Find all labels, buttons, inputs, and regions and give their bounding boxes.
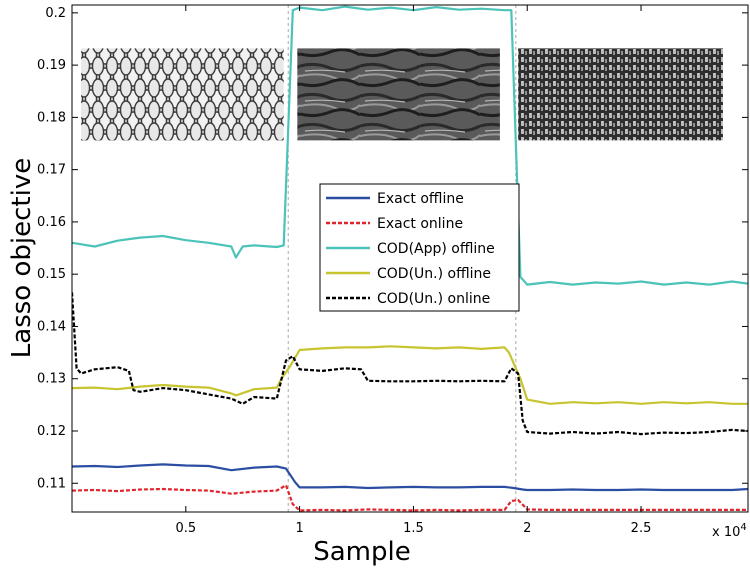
legend-label-2: Exact online <box>377 216 463 232</box>
x-tick-label-1: 0.5 <box>175 521 196 536</box>
legend: Exact offline Exact online COD(App) offlin… <box>319 183 520 312</box>
y-tick-label-4: 0.14 <box>37 319 66 334</box>
plot-frame <box>71 4 749 513</box>
series-line-4 <box>72 345 748 405</box>
y-tick-label-10: 0.2 <box>45 6 66 21</box>
y-tick-label-5: 0.15 <box>37 267 66 282</box>
y-tick-label-8: 0.18 <box>37 110 66 125</box>
legend-label-4: COD(Un.) offline <box>377 266 491 282</box>
series-line-2 <box>72 484 748 512</box>
texture-image-1 <box>81 48 284 141</box>
series-line-1 <box>72 463 748 492</box>
texture-image-2 <box>297 48 500 141</box>
y-tick-label-6: 0.16 <box>37 215 66 230</box>
y-tick-label-7: 0.17 <box>37 163 66 178</box>
y-tick-label-9: 0.19 <box>37 58 66 73</box>
series-line-3 <box>72 5 748 286</box>
x-axis-multiplier-exponent: 4 <box>740 522 746 533</box>
y-axis-ticks: 0.11 0.12 0.13 0.14 0.15 0.16 0.17 0.18 0.19 0.2 <box>37 6 748 491</box>
y-tick-label-2: 0.12 <box>37 424 66 439</box>
legend-label-5: COD(Un.) online <box>377 291 490 307</box>
x-tick-label-4: 2 <box>523 521 531 536</box>
series-lines <box>72 5 748 512</box>
x-tick-label-5: 2.5 <box>631 521 652 536</box>
x-axis-multiplier-base: x 10 <box>712 525 740 540</box>
x-tick-label-3: 1.5 <box>403 521 424 536</box>
texture-image-3 <box>518 48 723 141</box>
x-axis-ticks: 0.5 1 1.5 2 2.5 <box>175 5 651 536</box>
texture-image-layer <box>81 48 723 141</box>
legend-label-1: Exact offline <box>377 191 464 207</box>
y-tick-label-3: 0.13 <box>37 372 66 387</box>
x-tick-label-2: 1 <box>295 521 303 536</box>
x-axis-multiplier: x 104 <box>712 522 747 540</box>
series-line-5 <box>72 292 748 436</box>
y-axis-label: Lasso objective <box>7 158 37 358</box>
y-tick-label-1: 0.11 <box>37 476 66 491</box>
legend-label-3: COD(App) offline <box>377 241 495 257</box>
x-axis-label: Sample <box>313 537 411 567</box>
